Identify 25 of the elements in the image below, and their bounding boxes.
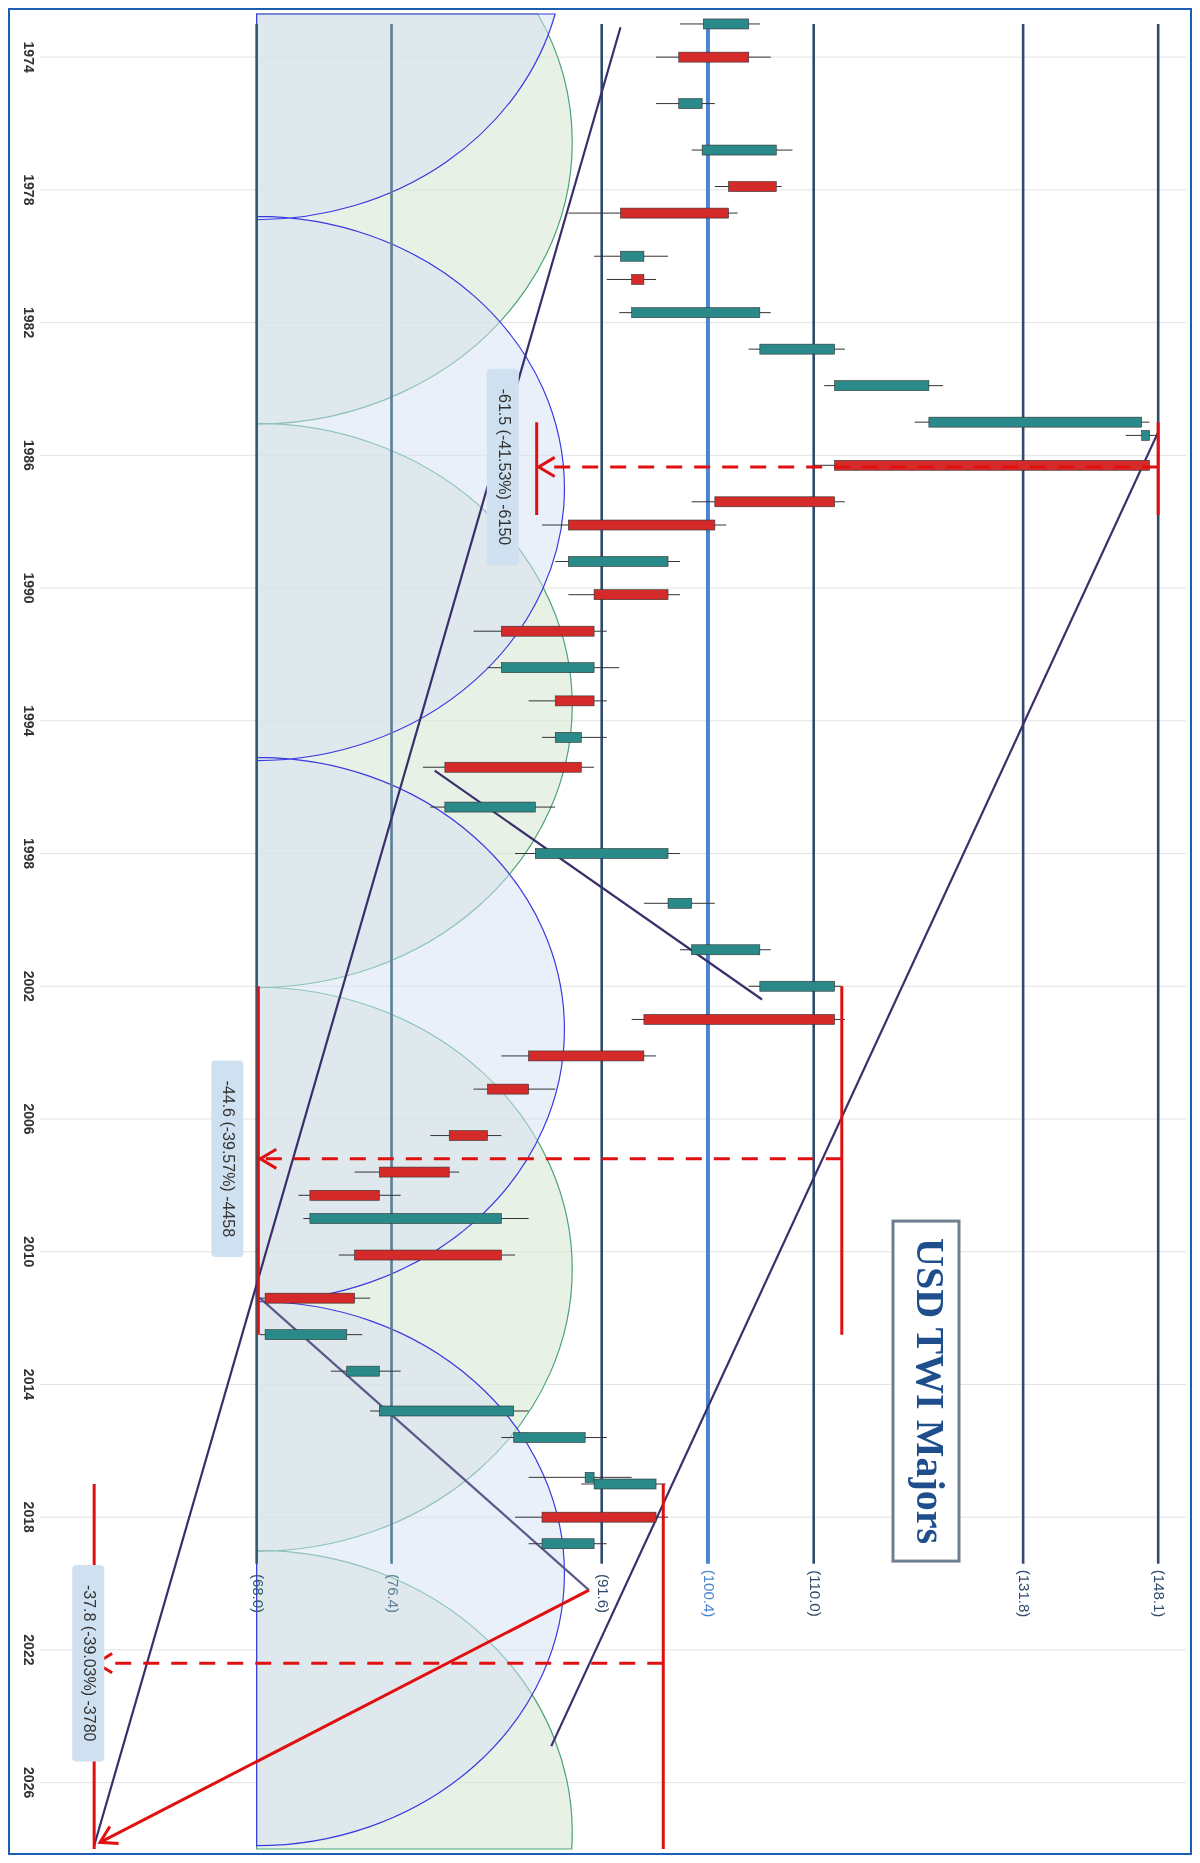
y-tick-label: 1978 [21,174,38,206]
ref-line-label: (68.0) [249,1573,267,1614]
ref-line-label: (100.4) [700,1569,718,1618]
y-tick-label: 1974 [21,41,38,73]
ref-line-label: (110.0) [806,1570,824,1617]
y-tick-label: 2022 [21,1634,38,1666]
ref-line-label: (91.6) [594,1573,612,1614]
y-tick-label: 1986 [21,439,38,472]
y-tick-label: 2026 [21,1767,38,1799]
y-tick-label: 1994 [21,705,38,737]
y-tick-label: 2010 [21,1236,38,1268]
y-tick-label: 2014 [21,1368,38,1401]
y-tick-label: 1982 [21,307,38,339]
annotation: -61.5 (-41.53%) -6150 [495,388,513,546]
text: USD TWI Majors [907,1238,953,1545]
y-tick-label: 2018 [21,1501,38,1533]
y-tick-label: 2006 [21,1103,38,1135]
ref-line-label: (76.4) [384,1573,402,1614]
y-tick-label: 2002 [21,970,38,1003]
ref-line-label: (148.1) [1151,1569,1169,1618]
annotation: -37.8 (-39.03%) -3780 [81,1584,99,1742]
ref-line-label: (131.8) [1016,1569,1034,1618]
annotation: -44.6 (-39.57%) -4458 [220,1080,238,1238]
y-tick-label: 1990 [21,572,38,604]
y-tick-label: 1998 [21,837,38,870]
